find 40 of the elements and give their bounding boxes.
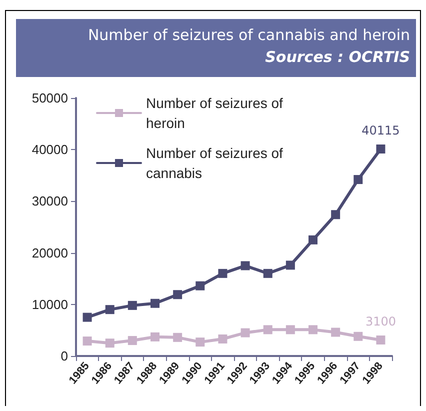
point bbox=[308, 325, 318, 334]
point bbox=[376, 144, 386, 154]
point bbox=[286, 325, 295, 334]
point bbox=[376, 336, 386, 345]
point bbox=[218, 268, 228, 278]
point bbox=[196, 281, 205, 290]
legend-label: Number of seizures of cannabis bbox=[146, 145, 287, 181]
y-tick-label: 0 bbox=[60, 348, 68, 364]
point bbox=[82, 312, 92, 322]
point bbox=[128, 336, 137, 346]
point bbox=[105, 305, 114, 314]
chart-subtitle: Sources : OCRTIS bbox=[264, 47, 410, 68]
point bbox=[354, 332, 363, 341]
y-tick-label: 30000 bbox=[32, 194, 68, 209]
data-label: 3100 bbox=[365, 314, 396, 329]
y-tick-label: 10000 bbox=[32, 296, 68, 312]
point bbox=[286, 260, 295, 270]
point bbox=[240, 328, 250, 338]
point bbox=[308, 235, 318, 244]
point bbox=[150, 332, 160, 342]
point bbox=[218, 334, 228, 344]
point bbox=[196, 338, 205, 347]
point bbox=[331, 210, 340, 220]
point bbox=[105, 338, 114, 348]
y-tick-label: 20000 bbox=[32, 245, 68, 260]
point bbox=[173, 290, 182, 300]
legend-label: Number of seizures of heroin bbox=[146, 95, 287, 131]
point bbox=[150, 298, 160, 308]
point bbox=[331, 328, 340, 337]
point bbox=[263, 325, 272, 334]
point bbox=[82, 336, 92, 346]
chart-title: Number of seizures of cannabis and heroin bbox=[86, 25, 410, 46]
point bbox=[173, 332, 182, 342]
y-tick-label: 40000 bbox=[32, 142, 68, 158]
point bbox=[354, 175, 363, 184]
point bbox=[240, 261, 250, 270]
y-tick-label: 50000 bbox=[32, 90, 68, 106]
data-label: 40115 bbox=[362, 124, 400, 138]
point bbox=[128, 300, 137, 310]
point bbox=[263, 268, 272, 278]
